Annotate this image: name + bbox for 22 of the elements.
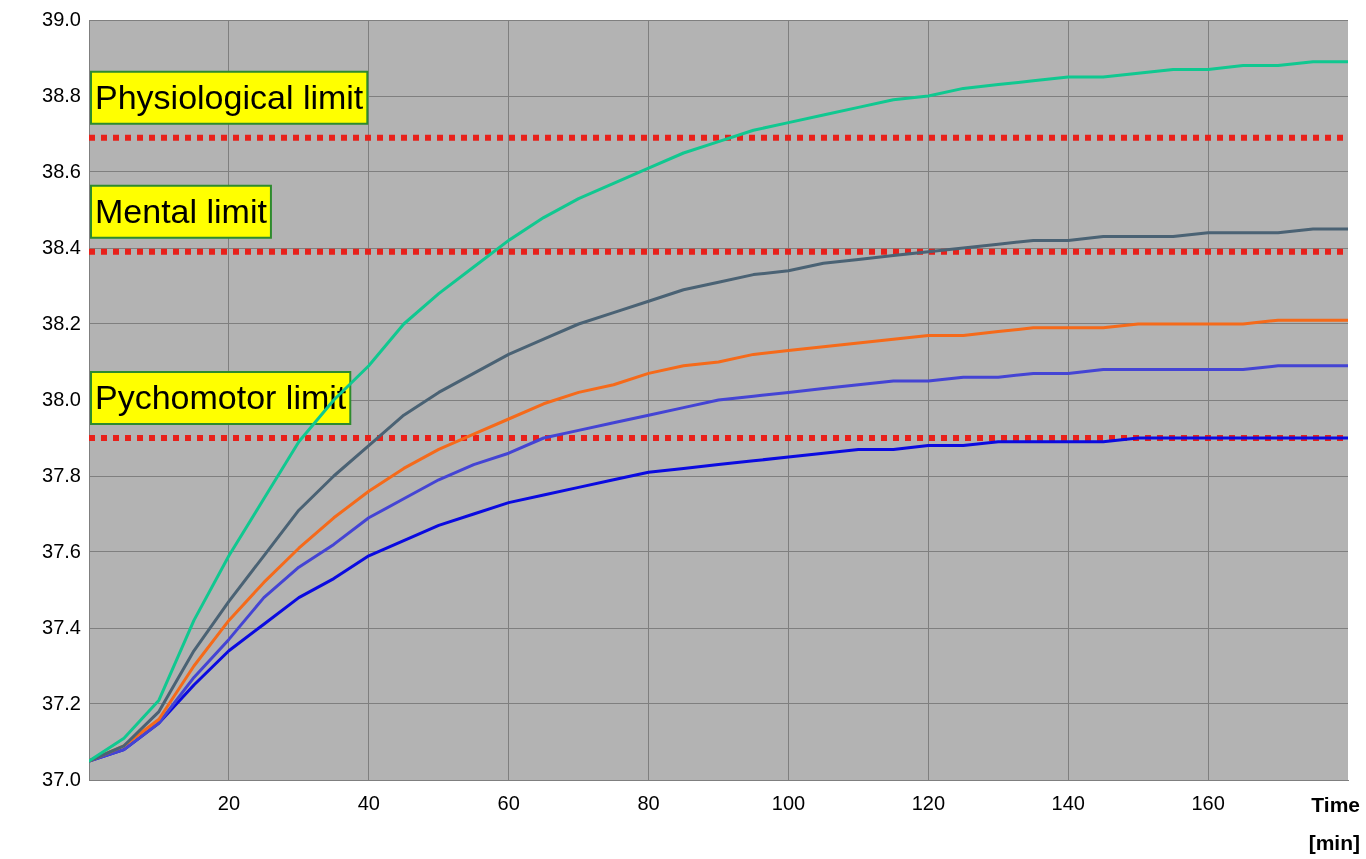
- y-tick-label: 37.4: [42, 615, 81, 638]
- x-axis-title: Time [min]: [1308, 792, 1360, 854]
- y-tick-label: 38.2: [42, 311, 81, 334]
- y-tick-label: 37.8: [42, 463, 81, 486]
- x-tick-label: 140: [1051, 791, 1085, 814]
- ref-line-label: Mental limit: [95, 192, 268, 231]
- x-tick-label: 120: [911, 791, 946, 814]
- x-tick-label: 20: [217, 791, 241, 814]
- y-tick-label: 38.6: [42, 159, 81, 182]
- ref-line-label: Physiological limit: [95, 78, 364, 117]
- x-tick-label: 60: [497, 791, 520, 814]
- y-tick-label: 37.2: [42, 691, 81, 714]
- x-tick-label: 160: [1191, 791, 1225, 814]
- x-tick-label: 100: [771, 791, 806, 814]
- y-tick-label: 37.0: [42, 767, 81, 790]
- y-tick-label: 38.8: [42, 83, 81, 106]
- x-tick-label: 40: [357, 791, 380, 814]
- y-tick-label: 38.4: [42, 235, 81, 258]
- y-tick-label: 39.0: [42, 7, 81, 30]
- x-tick-label: 80: [637, 791, 660, 814]
- y-tick-label: 37.6: [42, 539, 81, 562]
- y-tick-label: 38.0: [42, 387, 81, 410]
